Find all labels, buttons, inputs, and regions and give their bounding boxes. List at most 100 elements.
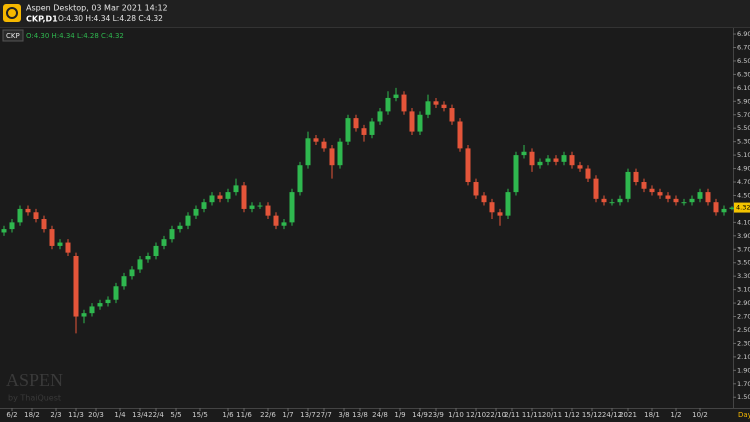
candle-body: [585, 168, 591, 179]
x-tick-label: 15/12: [582, 411, 602, 419]
x-tick-label: 1/9: [394, 411, 405, 419]
y-tick-label: 3.90: [737, 232, 750, 240]
y-tick-label: 5.90: [737, 97, 750, 105]
y-tick-label: 4.10: [737, 218, 750, 226]
candle-body: [465, 148, 471, 183]
chart-symbol: CKP: [6, 32, 20, 40]
x-tick-label: 11/6: [236, 411, 252, 419]
y-tick-label: 6.10: [737, 84, 750, 92]
candle-body: [537, 161, 543, 166]
candle-body: [345, 118, 351, 142]
x-tick-label: 22/10: [486, 411, 506, 419]
x-tick-label: 14/9: [412, 411, 428, 419]
x-tick-label: 10/2: [692, 411, 708, 419]
candle-body: [57, 242, 63, 246]
watermark: ASPEN: [6, 370, 63, 390]
y-tick-label: 2.70: [737, 313, 750, 321]
candle-body: [553, 158, 559, 162]
app-icon[interactable]: [3, 4, 21, 22]
candle-body: [457, 121, 463, 149]
candle-body: [17, 208, 23, 223]
candle-body: [193, 208, 199, 216]
candle-body: [433, 101, 439, 105]
candle-body: [321, 141, 327, 149]
x-tick-label: 2021: [619, 411, 637, 419]
candle-body: [689, 198, 695, 203]
candle-body: [577, 165, 583, 169]
candle-body: [41, 219, 47, 230]
candle-body: [665, 195, 671, 199]
candle-body: [593, 178, 599, 199]
candle-body: [97, 303, 103, 307]
symbol-box[interactable]: [2, 29, 24, 42]
y-tick-label: 3.70: [737, 245, 750, 253]
y-tick-label: 6.30: [737, 70, 750, 78]
candle-body: [169, 229, 175, 240]
x-tick-label: 1/7: [282, 411, 293, 419]
candle-body: [481, 195, 487, 203]
x-tick-label: 23/9: [428, 411, 444, 419]
candle-body: [233, 185, 239, 193]
candle-body: [601, 198, 607, 203]
candle-body: [25, 208, 31, 213]
candle-body: [241, 185, 247, 209]
candle-body: [185, 215, 191, 226]
candle-body: [105, 299, 111, 304]
candle-body: [713, 202, 719, 213]
candle-body: [561, 155, 567, 162]
candle-body: [257, 205, 263, 207]
candle-body: [297, 165, 303, 193]
x-tick-label: 11/11: [522, 411, 542, 419]
x-tick-label: 3/8: [338, 411, 349, 419]
y-tick-label: 6.70: [737, 44, 750, 52]
candle-body: [417, 114, 423, 132]
candle-body: [401, 94, 407, 112]
y-tick-label: 5.70: [737, 111, 750, 119]
candle-body: [73, 256, 79, 317]
candle-body: [505, 192, 511, 216]
candle-body: [449, 108, 455, 122]
x-tick-label: 15/5: [192, 411, 208, 419]
candle-body: [81, 313, 87, 317]
candle-body: [209, 195, 215, 203]
candle-body: [633, 171, 639, 183]
candle-body: [681, 202, 687, 204]
candle-body: [377, 111, 383, 122]
candle-body: [145, 256, 151, 260]
candle-body: [201, 202, 207, 209]
x-tick-label: 24/12: [602, 411, 622, 419]
candle-body: [361, 128, 367, 135]
candle-body: [177, 225, 183, 230]
x-tick-label: 13/7: [300, 411, 316, 419]
candle-body: [441, 104, 447, 109]
y-tick-label: 2.90: [737, 299, 750, 307]
x-tick-label: 1/10: [448, 411, 464, 419]
candle-body: [49, 229, 55, 246]
candle-body: [609, 202, 615, 204]
y-tick-label: 2.50: [737, 326, 750, 334]
candle-body: [409, 111, 415, 132]
y-tick-label: 3.10: [737, 286, 750, 294]
candle-body: [489, 202, 495, 213]
candle-body: [673, 198, 679, 203]
app-icon-glyph: [6, 7, 18, 19]
candle-body: [305, 138, 311, 166]
candle-body: [137, 259, 143, 270]
x-tick-label: 2/3: [50, 411, 61, 419]
x-tick-label: 24/8: [372, 411, 388, 419]
candle-body: [113, 286, 119, 300]
x-tick-label: 11/3: [68, 411, 84, 419]
candle-body: [289, 192, 295, 223]
candle-body: [153, 245, 159, 256]
last-price-box: [734, 202, 750, 213]
candle-body: [385, 97, 391, 112]
candle-body: [569, 155, 575, 166]
y-tick-label: 3.30: [737, 272, 750, 280]
window-title: Aspen Desktop, 03 Mar 2021 14:12: [26, 4, 168, 13]
candle-body: [705, 192, 711, 203]
candle-body: [337, 141, 343, 166]
x-tick-label: 1/4: [114, 411, 126, 419]
candle-body: [329, 148, 335, 166]
last-price-label: 4.32: [736, 204, 750, 212]
